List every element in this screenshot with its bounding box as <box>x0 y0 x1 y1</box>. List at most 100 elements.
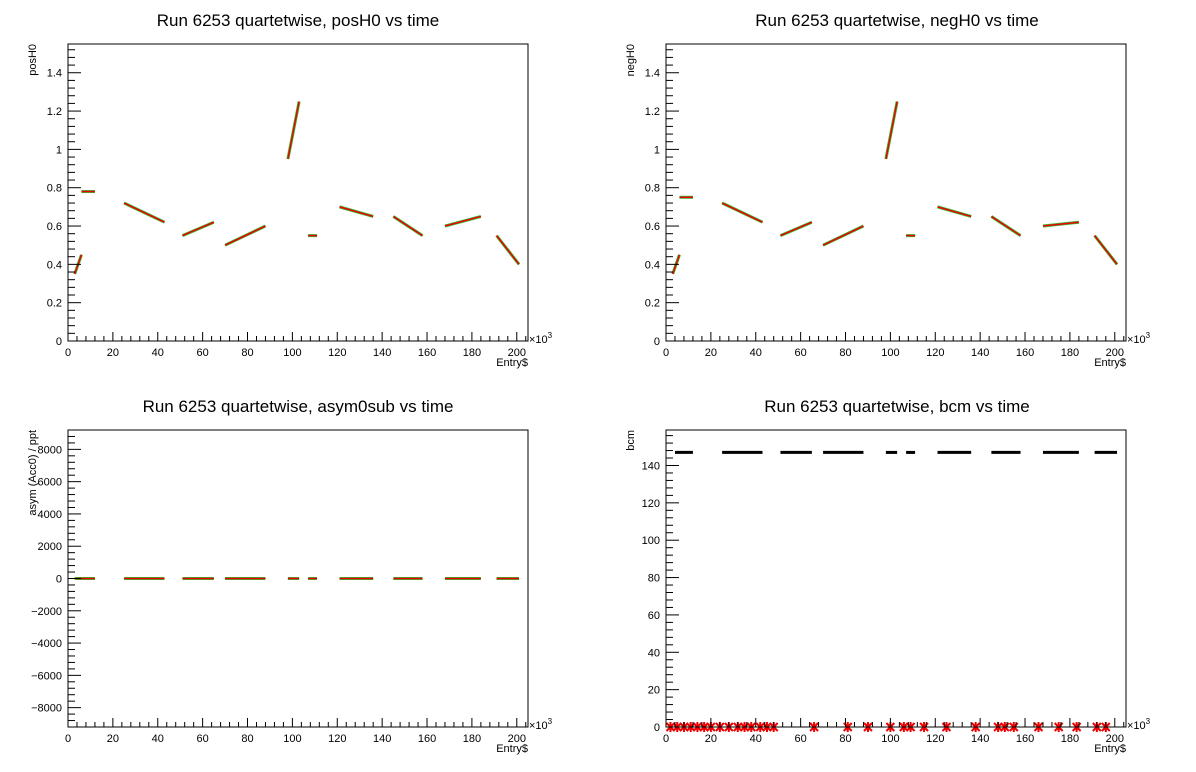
chart-title: Run 6253 quartetwise, bcm vs time <box>764 397 1030 416</box>
series-segment <box>885 101 898 160</box>
y-tick-label: 6000 <box>38 477 62 489</box>
y-tick-label: −2000 <box>31 606 62 618</box>
data-marks <box>671 101 1119 275</box>
x-tick-label: 100 <box>881 347 899 359</box>
x-tick-label: 120 <box>926 733 944 745</box>
x-tick-label: 80 <box>241 347 253 359</box>
y-tick-label: 0.2 <box>645 298 660 310</box>
x-tick-label: 20 <box>705 733 717 745</box>
x-tick-label: 40 <box>750 347 762 359</box>
y-tick-label: −4000 <box>31 638 62 650</box>
x-tick-label: 0 <box>65 733 71 745</box>
chart-title: Run 6253 quartetwise, asym0sub vs time <box>143 397 454 416</box>
y-tick-label: −6000 <box>31 670 62 682</box>
x-tick-label: 100 <box>881 733 899 745</box>
x-tick-label: 0 <box>663 347 669 359</box>
series-segment <box>780 221 813 237</box>
y-axis-label: negH0 <box>625 44 637 76</box>
x-tick-label: 100 <box>283 347 301 359</box>
y-tick-label: 60 <box>648 610 660 622</box>
y-tick-label: 80 <box>648 573 660 585</box>
x-tick-label: 200 <box>508 733 526 745</box>
x-tick-label: 140 <box>373 347 391 359</box>
series-segment <box>339 206 374 218</box>
y-tick-label: 0.8 <box>645 183 660 195</box>
panel-asym0sub: Run 6253 quartetwise, asym0sub vs time 0… <box>27 397 553 755</box>
y-tick-label: 0 <box>654 722 660 734</box>
x-multiplier-base: ×10 <box>1127 720 1146 732</box>
x-tick-label: 200 <box>508 347 526 359</box>
x-tick-label: 60 <box>197 347 209 359</box>
data-marks <box>665 450 1118 732</box>
x-tick-label: 100 <box>283 733 301 745</box>
series-segment <box>444 215 482 227</box>
x-multiplier-exp: 3 <box>1146 717 1151 726</box>
x-tick-label: 0 <box>663 733 669 745</box>
series-segment <box>495 235 520 265</box>
x-axis-label: Entry$ <box>1094 357 1126 369</box>
x-tick-label: 160 <box>418 733 436 745</box>
y-tick-label: 120 <box>642 498 660 510</box>
x-multiplier: ×103 <box>529 717 553 732</box>
x-tick-label: 40 <box>750 733 762 745</box>
panel-bcm: Run 6253 quartetwise, bcm vs time 0 20 40 6… <box>625 397 1151 755</box>
y-axis-label: asym (Acc0) / ppt <box>27 430 39 516</box>
plot-frame <box>665 43 1127 342</box>
x-tick-label: 60 <box>795 347 807 359</box>
y-axis-label: posH0 <box>27 44 39 76</box>
y-tick-label: 0.4 <box>47 259 62 271</box>
x-tick-label: 20 <box>705 347 717 359</box>
axes: 0 20 40 60 80 100 120 140 160 180 200 −8000 −6000 −40… <box>31 429 527 745</box>
series-segment <box>392 215 423 237</box>
x-axis-label: Entry$ <box>496 743 528 755</box>
x-multiplier-exp: 3 <box>1146 331 1151 340</box>
x-multiplier-exp: 3 <box>548 331 553 340</box>
panel-posh0: Run 6253 quartetwise, posH0 vs time 0 20 4… <box>27 11 553 369</box>
x-tick-label: 80 <box>839 347 851 359</box>
y-tick-label: 1 <box>56 144 62 156</box>
y-axis-label: bcm <box>625 430 637 451</box>
y-tick-label: 8000 <box>38 444 62 456</box>
x-axis-label: Entry$ <box>1094 743 1126 755</box>
x-multiplier-base: ×10 <box>1127 334 1146 346</box>
series-segment <box>123 202 165 223</box>
y-tick-label: 20 <box>648 685 660 697</box>
y-tick-label: 0.6 <box>645 221 660 233</box>
x-tick-label: 80 <box>839 733 851 745</box>
y-tick-label: 2000 <box>38 541 62 553</box>
axes: 0 20 40 60 80 100 120 140 160 180 200 0 0.2 0.4 0.6 0.8… <box>645 49 1125 359</box>
x-multiplier-exp: 3 <box>548 717 553 726</box>
x-tick-label: 20 <box>107 347 119 359</box>
x-tick-label: 180 <box>1061 347 1079 359</box>
y-tick-label: −8000 <box>31 703 62 715</box>
x-tick-label: 200 <box>1106 347 1124 359</box>
x-tick-label: 140 <box>971 733 989 745</box>
x-tick-label: 40 <box>152 733 164 745</box>
series-segment <box>287 101 300 160</box>
x-axis-label: Entry$ <box>496 357 528 369</box>
series-segment <box>721 202 763 223</box>
series-segment <box>1093 235 1118 265</box>
x-tick-label: 180 <box>463 347 481 359</box>
series-segment <box>224 225 266 246</box>
x-tick-label: 80 <box>241 733 253 745</box>
y-tick-label: 0.6 <box>47 221 62 233</box>
series-segment <box>990 215 1021 237</box>
x-multiplier: ×103 <box>1127 717 1151 732</box>
y-tick-label: 0.2 <box>47 298 62 310</box>
y-tick-label: 40 <box>648 647 660 659</box>
axes: 0 20 40 60 80 100 120 140 160 180 200 0 0.2 0.4 0.6 0.8… <box>47 49 527 359</box>
y-tick-label: 100 <box>642 535 660 547</box>
y-tick-label: 4000 <box>38 509 62 521</box>
panel-negh0: Run 6253 quartetwise, negH0 vs time 0 20 4… <box>625 11 1151 369</box>
y-tick-label: 1 <box>654 144 660 156</box>
y-tick-label: 0.8 <box>47 183 62 195</box>
x-tick-label: 120 <box>926 347 944 359</box>
axes: 0 20 40 60 80 100 120 140 160 180 200 0 20 40 60 80 100 1… <box>642 435 1125 745</box>
x-tick-label: 200 <box>1106 733 1124 745</box>
x-tick-label: 180 <box>1061 733 1079 745</box>
y-tick-label: 0 <box>56 336 62 348</box>
x-multiplier-base: ×10 <box>529 720 548 732</box>
y-tick-label: 1.2 <box>645 106 660 118</box>
